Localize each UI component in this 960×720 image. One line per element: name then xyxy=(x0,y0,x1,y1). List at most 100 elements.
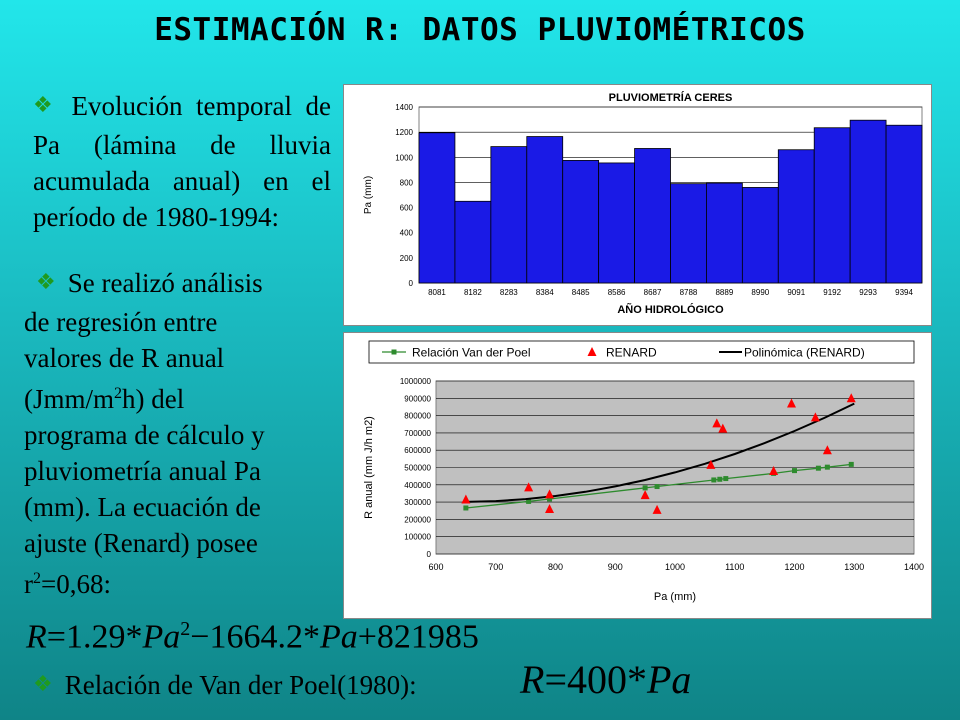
bar-y-tick-label: 400 xyxy=(400,229,414,238)
scatter-x-axis-label: Pa (mm) xyxy=(654,591,696,603)
scatter-y-tick-label: 500000 xyxy=(404,464,431,473)
diamond-bullet-icon: ❖ xyxy=(33,672,53,697)
bar-9293 xyxy=(849,119,887,284)
bar-y-tick-label: 600 xyxy=(400,204,414,213)
regression-line-6: pluviometría anual Pa xyxy=(24,456,261,486)
bar-8081 xyxy=(418,132,456,284)
legend-vdp-marker xyxy=(391,349,397,355)
bar-x-tick-label: 8687 xyxy=(644,288,662,297)
eq-renard-equals: = xyxy=(46,618,66,656)
eq-renard-minus: − xyxy=(190,618,210,656)
bar-x-axis-label: AÑO HIDROLÓGICO xyxy=(617,303,724,316)
renard-point xyxy=(822,445,832,455)
bar-x-tick-label: 9394 xyxy=(895,288,913,297)
vdp-point xyxy=(654,484,660,490)
regression-line-4-sup: 2 xyxy=(114,385,123,402)
vdp-point xyxy=(463,505,469,511)
eq-renard-v2: Pa xyxy=(319,618,358,656)
scatter-chart-panel: Relación Van der Poel RENARD Polinómica (R… xyxy=(343,332,932,619)
equation-renard: R=1.29*Pa2−1664.2*Pa+821985 xyxy=(26,618,479,656)
renard-point xyxy=(712,418,722,428)
regression-line-1: Se realizó análisis xyxy=(67,268,263,298)
bar-8788 xyxy=(670,183,707,284)
legend-renard-label: RENARD xyxy=(606,346,657,360)
eq-renard-op1: * xyxy=(125,618,143,656)
bar-8889 xyxy=(706,182,743,284)
bar-chart-title: PLUVIOMETRÍA CERES xyxy=(609,91,733,104)
eq-renard-exp: 2 xyxy=(180,618,191,640)
eq-vdp-op: * xyxy=(627,657,647,702)
scatter-y-tick-label: 1000000 xyxy=(400,377,432,386)
eq-renard-c1: 1.29 xyxy=(65,618,126,656)
eq-renard-plus: + xyxy=(357,618,377,656)
bar-x-tick-label: 8788 xyxy=(680,288,698,297)
bar-x-tick-label: 8485 xyxy=(572,288,590,297)
regression-line-8: ajuste (Renard) posee xyxy=(24,528,258,558)
scatter-x-tick-label: 1000 xyxy=(665,562,685,572)
regression-line-7: (mm). La ecuación de xyxy=(24,492,261,522)
bullet-van-der-poel: ❖ Relación de Van der Poel(1980): xyxy=(33,667,417,706)
bar-x-tick-label: 8182 xyxy=(464,288,482,297)
renard-point xyxy=(652,504,662,514)
bullet-regression: ❖ Se realizó análisis de regresión entre … xyxy=(24,265,324,602)
renard-point xyxy=(846,393,856,403)
scatter-x-tick-label: 1200 xyxy=(784,562,804,572)
scatter-legend xyxy=(368,340,915,364)
vdp-point xyxy=(547,496,553,502)
renard-point xyxy=(718,423,728,433)
diamond-bullet-icon: ❖ xyxy=(36,270,56,295)
regression-line-4b: h) del xyxy=(122,384,185,414)
renard-point xyxy=(640,490,650,500)
regression-line-4a: (Jmm/m xyxy=(24,384,115,414)
bullet-temporal-text: Evolución temporal de Pa (lámina de lluv… xyxy=(33,91,331,232)
regression-line-2: de regresión entre xyxy=(24,307,218,337)
eq-vdp-v: Pa xyxy=(647,657,692,702)
renard-point xyxy=(545,504,555,514)
scatter-y-tick-label: 400000 xyxy=(404,481,431,490)
bullet-vdp-text: Relación de Van der Poel(1980): xyxy=(64,670,417,700)
bar-x-tick-label: 8384 xyxy=(536,288,554,297)
scatter-x-tick-label: 800 xyxy=(548,562,563,572)
bullet-temporal-evolution: ❖ Evolución temporal de Pa (lámina de llu… xyxy=(33,88,331,235)
bar-9091 xyxy=(777,149,815,284)
legend-poly-label: Polinómica (RENARD) xyxy=(744,346,865,360)
vdp-point xyxy=(815,465,821,471)
renard-point xyxy=(787,398,797,408)
eq-renard-v1: Pa xyxy=(142,618,181,656)
bar-x-tick-label: 9293 xyxy=(859,288,877,297)
bar-chart-panel: 0 200 400 600 800 1000 1200 1400 8081 8182 8283 838… xyxy=(343,84,932,326)
bar-8384 xyxy=(526,136,564,284)
bar-y-tick-label: 1200 xyxy=(395,128,413,137)
vdp-point xyxy=(717,476,723,482)
bar-8283 xyxy=(490,146,528,284)
eq-renard-op2: * xyxy=(302,618,320,656)
scatter-x-tick-label: 1100 xyxy=(725,562,744,572)
bar-8586 xyxy=(598,162,635,284)
renard-point xyxy=(810,412,820,422)
eq-vdp-lhs: R xyxy=(520,657,545,702)
scatter-y-tick-label: 800000 xyxy=(404,412,431,421)
bar-chart: 0 200 400 600 800 1000 1200 1400 8081 8182 8283 838… xyxy=(363,91,923,316)
equation-van-der-poel: R=400*Pa xyxy=(520,656,691,703)
scatter-x-tick-label: 1300 xyxy=(844,562,864,572)
bar-x-tick-label: 9192 xyxy=(823,288,841,297)
eq-vdp-c: 400 xyxy=(567,657,627,702)
polynomial-curve xyxy=(465,402,855,503)
bar-x-tick-label: 8990 xyxy=(751,288,769,297)
bar-x-tick-label: 9091 xyxy=(787,288,805,297)
vdp-point xyxy=(792,468,797,474)
scatter-chart: Relación Van der Poel RENARD Polinómica (R… xyxy=(363,340,924,603)
scatter-y-tick-label: 600000 xyxy=(404,446,431,455)
bar-9192 xyxy=(813,127,851,284)
renard-point xyxy=(461,494,471,504)
scatter-x-tick-label: 700 xyxy=(488,562,503,572)
regression-line-9b: =0,68: xyxy=(41,569,111,599)
eq-renard-c3: 821985 xyxy=(376,618,479,656)
bar-8687 xyxy=(634,148,671,284)
regression-line-9-sup: 2 xyxy=(33,570,41,587)
eq-vdp-equals: = xyxy=(544,657,567,702)
bar-9394 xyxy=(885,124,923,284)
vdp-point xyxy=(526,498,532,504)
bar-y-tick-label: 1000 xyxy=(395,153,413,162)
bar-y-tick-label: 800 xyxy=(400,178,414,187)
